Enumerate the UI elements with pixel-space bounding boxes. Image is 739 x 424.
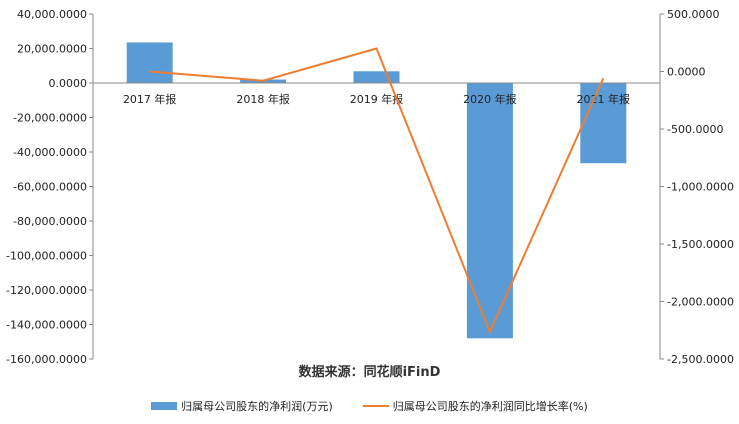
left-tick-label: -20,000.0000 <box>13 112 87 125</box>
legend-label-line: 归属母公司股东的净利润同比增长率(%) <box>392 400 588 413</box>
left-tick-label: -140,000.0000 <box>6 319 87 332</box>
right-tick-label: 500.0000 <box>667 8 720 21</box>
right-tick-label: -2,000.0000 <box>667 296 734 309</box>
legend-item-bar: 归属母公司股东的净利润(万元) <box>151 398 333 414</box>
category-label: 2019 年报 <box>350 92 404 106</box>
left-tick-label: 20,000.0000 <box>17 43 87 56</box>
right-tick-label: -1,500.0000 <box>667 238 734 251</box>
right-tick-label: -2,500.0000 <box>667 353 734 366</box>
source-caption: 数据来源：同花顺iFinD <box>298 365 441 380</box>
growth-rate-line <box>149 47 605 335</box>
category-label: 2021 年报 <box>577 92 631 106</box>
legend-swatch-line <box>362 405 389 407</box>
left-tick-label: -120,000.0000 <box>6 284 87 297</box>
legend-item-line: 归属母公司股东的净利润同比增长率(%) <box>362 398 588 414</box>
bar <box>466 83 513 339</box>
right-tick-label: -1,000.0000 <box>667 181 734 194</box>
left-tick-label: -40,000.0000 <box>13 146 87 159</box>
left-tick-label: -60,000.0000 <box>13 181 87 194</box>
right-tick-label: -500.0000 <box>667 123 723 136</box>
category-label: 2017 年报 <box>123 92 177 106</box>
bar <box>353 71 400 83</box>
left-tick-label: -80,000.0000 <box>13 215 87 228</box>
left-tick-label: -100,000.0000 <box>6 250 87 263</box>
left-tick-label: -160,000.0000 <box>6 353 87 366</box>
legend: 归属母公司股东的净利润(万元) 归属母公司股东的净利润同比增长率(%) <box>0 398 739 414</box>
left-tick-label: 0.0000 <box>49 77 88 90</box>
right-tick-label: 0.0000 <box>667 66 706 79</box>
legend-label-bar: 归属母公司股东的净利润(万元) <box>181 400 333 413</box>
bar <box>580 83 627 164</box>
left-tick-label: 40,000.0000 <box>17 8 87 21</box>
category-label: 2018 年报 <box>236 92 290 106</box>
legend-swatch-bar <box>151 402 178 410</box>
category-label: 2020 年报 <box>463 92 517 106</box>
bar <box>126 42 173 83</box>
